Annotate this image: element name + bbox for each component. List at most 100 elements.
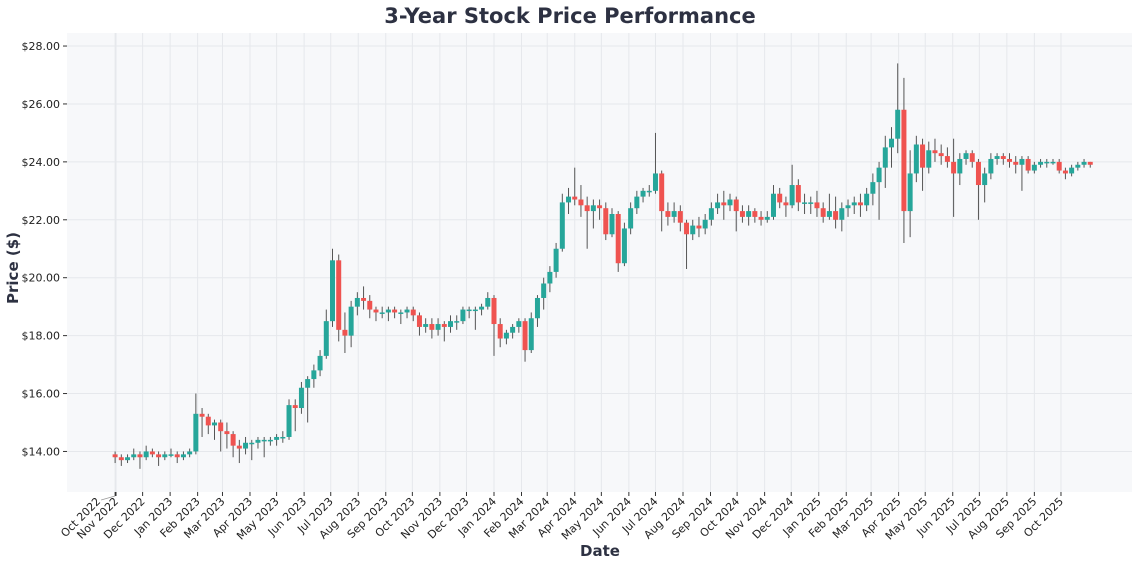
candle-body xyxy=(584,205,590,212)
candle-body xyxy=(373,309,379,313)
y-axis-label: Price ($) xyxy=(4,232,22,304)
candle-body xyxy=(553,248,559,272)
candle-down xyxy=(224,422,230,449)
candle-down xyxy=(783,196,789,217)
candle-body xyxy=(659,173,665,212)
candle-down xyxy=(1007,153,1013,168)
candle-body xyxy=(528,318,534,351)
candle-up xyxy=(211,419,217,440)
candle-body xyxy=(926,150,932,168)
candle-body xyxy=(889,138,895,148)
candle-down xyxy=(205,413,211,435)
candle-body xyxy=(820,208,826,217)
candle-body xyxy=(323,321,329,356)
candle-down xyxy=(597,199,603,220)
candle-body xyxy=(342,329,348,336)
candle-body xyxy=(770,193,776,217)
candle-body xyxy=(913,144,919,174)
candle-body xyxy=(361,297,367,301)
candle-body xyxy=(702,219,708,229)
candle-body xyxy=(485,297,491,307)
candle-up xyxy=(168,448,174,458)
candle-body xyxy=(752,211,758,217)
candle-up xyxy=(1050,158,1056,165)
candle-body xyxy=(416,315,422,327)
candle-down xyxy=(938,144,944,165)
candle-body xyxy=(1087,161,1093,165)
candle-body xyxy=(739,211,745,217)
candle-body xyxy=(1069,167,1075,174)
candle-body xyxy=(187,451,193,455)
candle-up xyxy=(435,318,441,336)
candle-body xyxy=(354,297,360,307)
candle-down xyxy=(1013,156,1019,174)
candle-body xyxy=(640,190,646,197)
candle-down xyxy=(441,321,447,342)
candle-up xyxy=(889,127,895,168)
candle-body xyxy=(901,109,907,212)
candle-body xyxy=(311,370,317,380)
candle-body xyxy=(261,439,267,442)
candle-down xyxy=(367,295,373,319)
candle-up xyxy=(621,222,627,267)
candle-down xyxy=(659,170,665,232)
candle-body xyxy=(733,199,739,212)
candle-body xyxy=(174,454,180,458)
candle-down xyxy=(416,312,422,336)
candle-down xyxy=(584,196,590,249)
candle-up xyxy=(255,436,261,449)
y-tick-label: $24.00 xyxy=(22,156,61,169)
candle-down xyxy=(578,185,584,217)
candle-up xyxy=(162,451,168,461)
candle-down xyxy=(218,419,224,452)
candle-body xyxy=(392,309,398,313)
candle-body xyxy=(317,355,323,371)
candle-up xyxy=(640,187,646,203)
candle-body xyxy=(267,439,273,442)
candle-body xyxy=(777,193,783,203)
candle-body xyxy=(920,144,926,168)
candle-body xyxy=(460,309,466,322)
candle-body xyxy=(944,156,950,162)
candle-up xyxy=(988,153,994,180)
candle-body xyxy=(746,211,752,217)
candle-up xyxy=(727,193,733,212)
candle-body xyxy=(218,422,224,432)
y-tick-label: $22.00 xyxy=(22,214,61,227)
candle-body xyxy=(522,321,528,351)
candle-body xyxy=(330,260,336,322)
candle-up xyxy=(851,196,857,214)
candle-body xyxy=(1031,164,1037,171)
candle-body xyxy=(385,309,391,313)
candle-body xyxy=(1013,161,1019,165)
candle-up xyxy=(702,213,708,235)
candle-body xyxy=(715,202,721,209)
candle-body xyxy=(572,196,578,200)
candle-up xyxy=(808,196,814,214)
candle-up xyxy=(423,318,429,333)
candle-body xyxy=(348,306,354,336)
candle-down xyxy=(1087,161,1093,168)
candle-up xyxy=(746,205,752,226)
candle-body xyxy=(534,297,540,319)
candle-body xyxy=(975,161,981,186)
candle-body xyxy=(379,312,385,314)
y-tick-label: $20.00 xyxy=(22,272,61,285)
candle-body xyxy=(957,158,963,174)
candle-down xyxy=(951,138,957,217)
candle-body xyxy=(336,260,342,330)
candle-up xyxy=(1075,161,1081,171)
candle-up xyxy=(323,309,329,359)
candle-down xyxy=(901,77,907,243)
candle-body xyxy=(286,405,292,437)
candle-body xyxy=(857,202,863,206)
candle-up xyxy=(926,141,932,174)
candle-down xyxy=(522,318,528,362)
candle-up xyxy=(982,167,988,203)
candle-up xyxy=(547,266,553,293)
candle-body xyxy=(951,161,957,174)
candle-up xyxy=(460,306,466,325)
y-axis: $14.00 $16.00 $18.00 $20.00 $22.00 $24.00 $26.… xyxy=(22,40,67,458)
candle-body xyxy=(590,205,596,212)
candle-body xyxy=(677,211,683,223)
